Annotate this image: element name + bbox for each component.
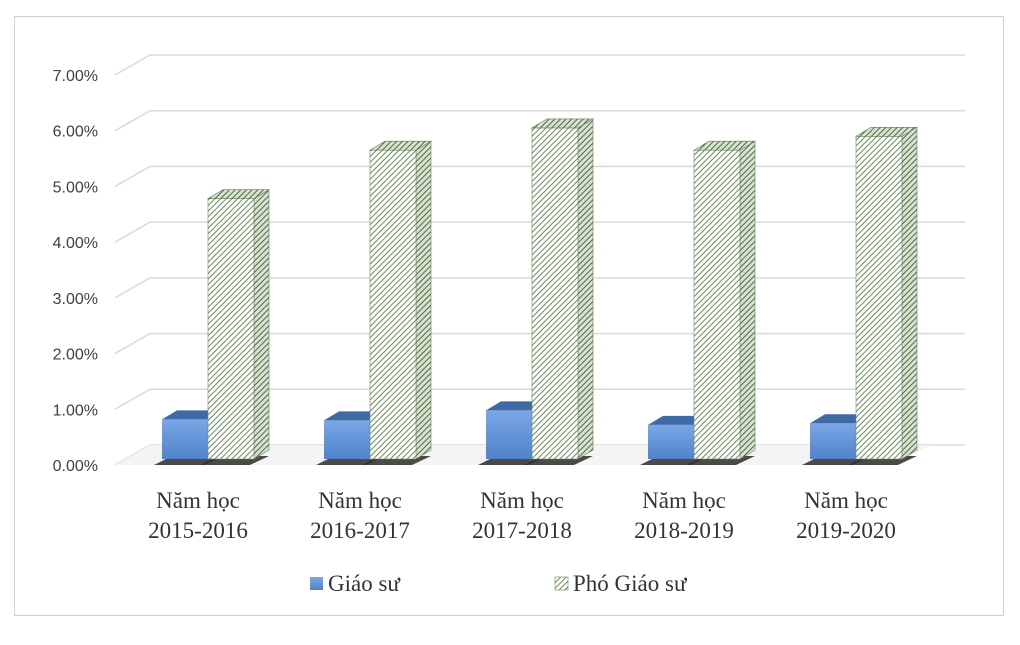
- bar-pho-giao-su: [362, 140, 433, 465]
- bar-pho-giao-su: [524, 118, 595, 465]
- x-tick-label: Năm học 2019-2020: [796, 488, 896, 543]
- gridline-diag: [114, 277, 151, 299]
- legend-label: Phó Giáo sư: [573, 571, 688, 596]
- legend-swatch: [554, 576, 569, 591]
- y-tick-label: 5.00%: [53, 179, 98, 196]
- legend-item-pho-giao-su: Phó Giáo sư: [554, 571, 688, 596]
- legend-swatch: [310, 577, 323, 590]
- gridline-diag: [114, 332, 151, 355]
- gridline-diag: [114, 54, 151, 76]
- y-tick-label: 3.00%: [53, 291, 98, 308]
- gridline-diag: [114, 165, 151, 188]
- gridline-diag: [114, 221, 151, 243]
- y-tick-label: 2.00%: [53, 347, 98, 364]
- x-tick-label: Năm học 2015-2016: [148, 488, 248, 543]
- bar-pho-giao-su: [686, 140, 757, 465]
- chart-frame: [14, 16, 1004, 616]
- x-tick-label: Năm học 2016-2017: [310, 488, 410, 543]
- x-tick-label: Năm học 2017-2018: [472, 488, 572, 543]
- legend-item-giao-su: Giáo sư: [310, 571, 401, 596]
- bar-giao-su: [316, 411, 385, 465]
- legend-label: Giáo sư: [328, 571, 401, 596]
- y-tick-label: 1.00%: [53, 402, 98, 419]
- bar-giao-su: [640, 415, 709, 465]
- gridline-diag: [114, 110, 151, 132]
- bar-pho-giao-su: [848, 126, 919, 465]
- y-tick-label: 0.00%: [53, 458, 98, 475]
- y-tick-label: 7.00%: [53, 68, 98, 85]
- gridline-diag: [114, 388, 151, 410]
- x-tick-label: Năm học 2018-2019: [634, 488, 734, 543]
- y-tick-label: 4.00%: [53, 235, 98, 252]
- bar-pho-giao-su: [200, 189, 271, 465]
- y-tick-label: 6.00%: [53, 124, 98, 141]
